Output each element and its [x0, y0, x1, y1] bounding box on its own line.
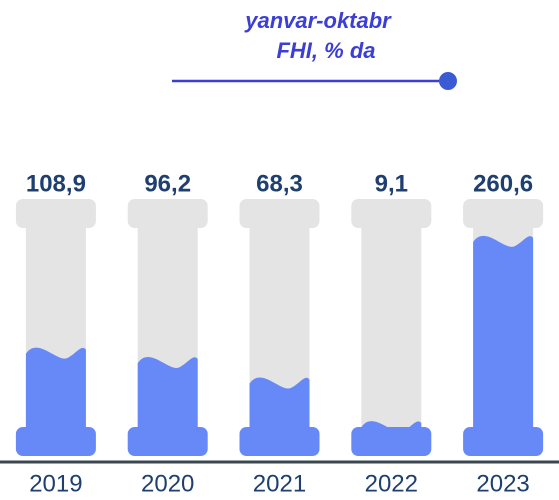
x-tick-label: 2020: [141, 470, 194, 497]
chart-subtitle: FHI, % da: [276, 38, 375, 63]
value-label: 260,6: [473, 170, 533, 197]
pillar-bottom-cap: [127, 427, 208, 456]
pillar-top-cap: [239, 199, 320, 228]
value-label: 68,3: [256, 170, 303, 197]
chart-title: yanvar-oktabr: [244, 8, 392, 33]
bar: [473, 235, 534, 430]
pillar-bottom-cap: [239, 427, 320, 456]
pillar-bottom-cap: [463, 427, 544, 456]
bar: [249, 377, 310, 430]
x-tick-label: 2019: [29, 470, 82, 497]
pillar-shaft: [361, 222, 422, 430]
value-label: 96,2: [144, 170, 191, 197]
title-dot: [439, 72, 457, 90]
x-tick-label: 2022: [365, 470, 418, 497]
pillar-top-cap: [127, 199, 208, 228]
pillar-top-cap: [15, 199, 96, 228]
pillar-top-cap: [463, 199, 544, 228]
x-tick-label: 2023: [476, 470, 529, 497]
bar: [25, 347, 86, 430]
bar: [137, 356, 198, 430]
pillar-top-cap: [351, 199, 432, 228]
pillar-bottom-cap: [351, 427, 432, 456]
value-label: 108,9: [26, 170, 86, 197]
pillar-bottom-cap: [15, 427, 96, 456]
value-label: 9,1: [375, 170, 408, 197]
x-tick-label: 2021: [253, 470, 306, 497]
